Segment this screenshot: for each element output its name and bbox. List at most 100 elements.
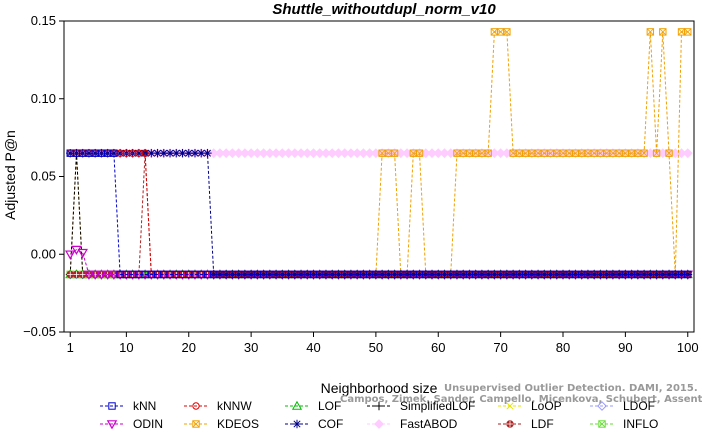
legend-item-inflo: INFLO (590, 417, 658, 431)
plot-area (65, 28, 693, 280)
data-point (192, 402, 200, 410)
data-point (598, 420, 606, 428)
data-point (553, 149, 561, 157)
data-point (73, 271, 80, 278)
data-point (234, 270, 243, 279)
legend-label: FastABOD (400, 417, 458, 431)
legend-item-lof: LOF (285, 399, 341, 413)
data-point (621, 149, 629, 157)
data-point (459, 270, 468, 279)
data-point (83, 270, 95, 280)
data-point (453, 149, 461, 157)
data-point (534, 149, 542, 157)
data-point (110, 149, 118, 157)
data-point (109, 148, 119, 158)
y-tick-label: 0.10 (31, 91, 56, 106)
legend-label: ODIN (133, 417, 163, 431)
data-point (665, 149, 673, 157)
data-point (340, 270, 349, 279)
data-point (108, 270, 120, 280)
data-point (415, 270, 424, 279)
data-point (465, 270, 474, 279)
plot-frame (63, 20, 695, 333)
data-point (165, 148, 175, 158)
data-point (334, 270, 343, 279)
legend-item-knn: kNN (100, 399, 156, 413)
data-point (508, 270, 518, 279)
data-point (147, 148, 156, 158)
data-point (409, 149, 417, 157)
legend-label: COF (318, 417, 343, 431)
data-point (639, 270, 649, 279)
x-tick-label: 90 (618, 340, 632, 355)
data-point (96, 270, 107, 280)
data-point (440, 270, 449, 279)
data-point (603, 149, 611, 157)
data-point (265, 270, 275, 279)
x-tick-label: 20 (182, 340, 196, 355)
data-point (153, 148, 162, 158)
data-point (565, 270, 574, 279)
data-point (203, 148, 212, 158)
data-point (359, 270, 368, 279)
data-point (684, 28, 692, 36)
data-point (497, 28, 505, 36)
data-point (209, 270, 218, 279)
x-tick-label: 40 (306, 340, 320, 355)
x-tick-label: 1 (67, 340, 74, 355)
data-point (84, 148, 94, 158)
data-point (190, 148, 200, 158)
x-tick-label: 50 (369, 340, 383, 355)
x-tick-label: 100 (677, 340, 699, 355)
legend-item-fastabod: FastABOD (367, 417, 458, 431)
data-point (509, 149, 517, 157)
credit-line-2: Campos, Zimek, Sander, Campello, Micenko… (340, 394, 702, 405)
data-point (115, 148, 125, 158)
chart-title: Shuttle_withoutdupl_norm_v10 (272, 1, 496, 18)
data-point (65, 250, 76, 260)
data-point (506, 402, 514, 410)
data-point (192, 420, 200, 428)
data-point (664, 270, 674, 279)
data-point (572, 149, 579, 157)
data-point (434, 270, 443, 279)
legend-item-cof: COF (285, 417, 343, 431)
data-point (178, 148, 187, 158)
data-point (315, 270, 324, 279)
data-point (384, 270, 393, 279)
series-knn (66, 149, 692, 279)
data-point (628, 149, 636, 157)
data-point (640, 149, 648, 157)
legend-item-simplifiedlof: SimplifiedLOF (367, 399, 475, 413)
data-point (108, 402, 116, 410)
data-point (459, 149, 467, 157)
x-tick-label: 30 (244, 340, 258, 355)
data-point (584, 149, 592, 157)
legend: kNN kNNW LOF SimplifiedLOF LoOP LDOF ODIN KDEOS… (100, 399, 658, 431)
data-point (653, 149, 661, 157)
data-point (646, 28, 654, 36)
data-point (374, 419, 384, 429)
data-point (79, 271, 86, 278)
x-tick-label: 60 (431, 340, 445, 355)
data-point (106, 420, 118, 430)
data-point (172, 148, 181, 158)
data-point (192, 420, 200, 428)
data-point (309, 270, 318, 279)
data-point (540, 149, 548, 157)
data-point (290, 270, 299, 279)
data-point (682, 148, 693, 159)
data-point (659, 28, 667, 36)
x-tick-label: 10 (119, 340, 133, 355)
data-point (503, 28, 511, 36)
data-point (659, 28, 667, 36)
data-point (292, 419, 302, 429)
data-point (416, 149, 424, 157)
y-tick-label: −0.05 (23, 324, 56, 339)
y-tick-label: 0.05 (31, 169, 56, 184)
data-point (596, 149, 604, 157)
y-tick-label: 0.00 (31, 246, 56, 261)
data-point (515, 149, 523, 157)
